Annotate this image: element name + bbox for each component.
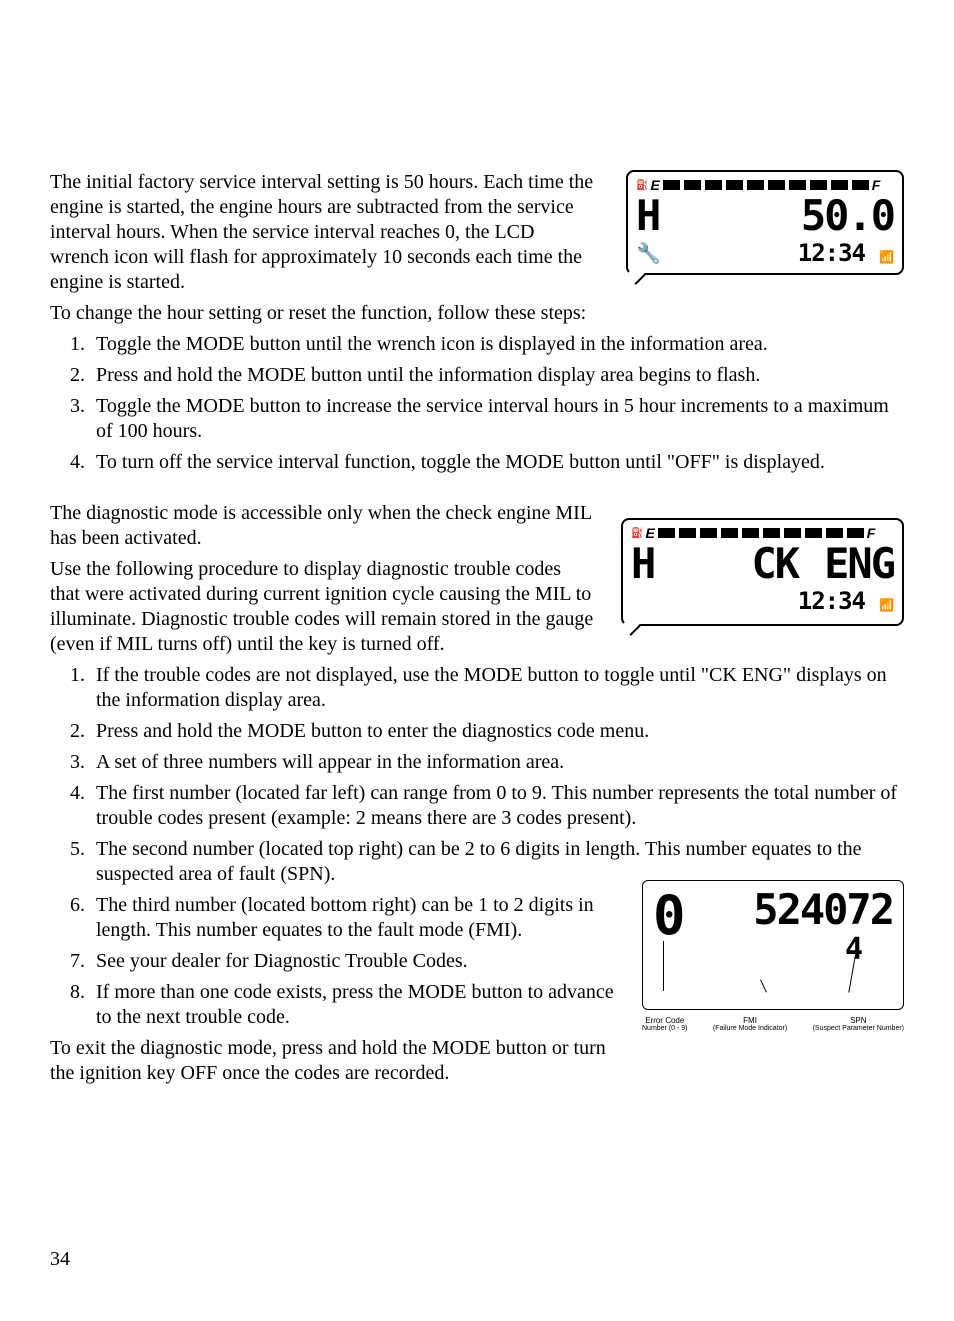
error-code-sublabel: Number (0 - 9) (642, 1025, 688, 1032)
exit-paragraph: To exit the diagnostic mode, press and h… (50, 1036, 620, 1086)
diagnostic-paragraph-2: Use the following procedure to display d… (50, 557, 595, 657)
step-a-1: Toggle the MODE button until the wrench … (90, 332, 904, 357)
wrench-icon: 🔧 (636, 241, 661, 265)
diagnostic-paragraph-1: The diagnostic mode is accessible only w… (50, 501, 595, 551)
clock-display: 12:34 (798, 239, 865, 267)
gear-indicator: H (636, 195, 659, 237)
fuel-pump-icon: ⛽ (631, 528, 643, 539)
step-a-3: Toggle the MODE button to increase the s… (90, 394, 904, 444)
step-b-2: Press and hold the MODE button to enter … (90, 719, 904, 744)
lcd-display-service-interval: ⛽ E F H 50.0 🔧 12:34 📶 (626, 170, 904, 275)
fmi-value: 4 (753, 935, 863, 965)
fmi-sublabel: (Failure Mode Indicator) (713, 1025, 787, 1032)
signal-icon: 📶 (879, 250, 894, 264)
lcd-display-diagnostic-codes: 0 524072 4 Error Code Number (0 - 9) FMI… (642, 880, 904, 1045)
spn-label: SPN (813, 1016, 904, 1025)
page-number: 34 (50, 1248, 70, 1271)
service-hours-value: 50.0 (801, 195, 894, 237)
gear-indicator: H (631, 543, 654, 585)
spn-value: 524072 (753, 889, 893, 931)
step-a-2: Press and hold the MODE button until the… (90, 363, 904, 388)
step-b-3: A set of three numbers will appear in th… (90, 750, 904, 775)
intro-paragraph-2: To change the hour setting or reset the … (50, 301, 650, 326)
spn-sublabel: (Suspect Parameter Number) (813, 1025, 904, 1032)
intro-paragraph-1: The initial factory service interval set… (50, 170, 595, 295)
step-b-4: The first number (located far left) can … (90, 781, 904, 831)
ck-text: CK (752, 539, 799, 588)
error-code-number: 0 (653, 889, 686, 943)
error-code-label: Error Code (642, 1016, 688, 1025)
lcd-display-check-engine: ⛽ E F H CK ENG 12:34 📶 (621, 518, 904, 626)
fmi-label: FMI (713, 1016, 787, 1025)
step-b-8: If more than one code exists, press the … (90, 980, 620, 1030)
signal-icon: 📶 (879, 598, 894, 612)
eng-text: ENG (824, 539, 894, 588)
clock-display: 12:34 (798, 587, 865, 615)
fuel-pump-icon: ⛽ (636, 180, 648, 191)
step-b-1: If the trouble codes are not displayed, … (90, 663, 904, 713)
step-b-6: The third number (located bottom right) … (90, 893, 620, 943)
service-interval-steps: Toggle the MODE button until the wrench … (50, 332, 904, 475)
step-a-4: To turn off the service interval functio… (90, 450, 904, 475)
